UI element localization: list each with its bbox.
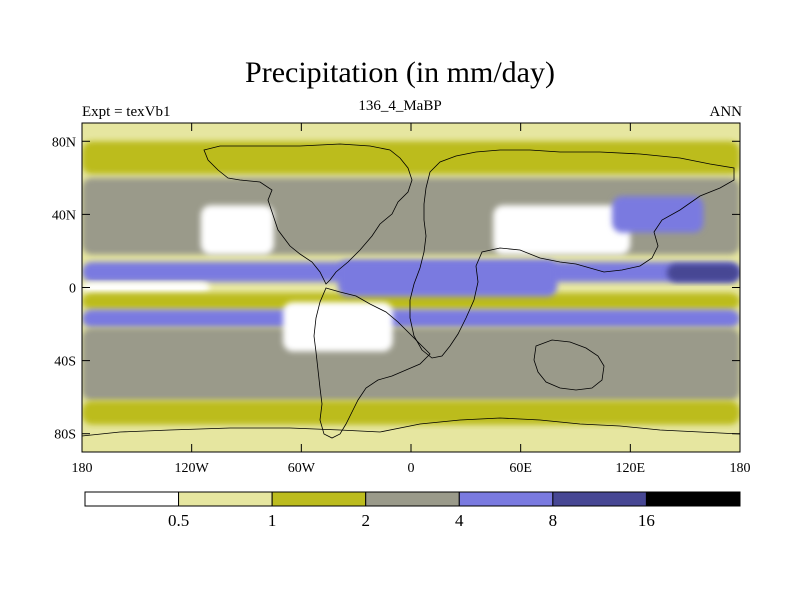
- period-label: 136_4_MaBP: [358, 98, 442, 114]
- precip-region-10: [200, 205, 274, 255]
- precip-region-5: [82, 282, 210, 293]
- colorbar-swatch-2: [271, 491, 367, 507]
- season-label: ANN: [709, 104, 743, 120]
- experiment-label: Expt = texVb1: [82, 104, 171, 120]
- south-america-outline: [313, 287, 431, 439]
- precip-region-13: [337, 260, 558, 297]
- colorbar-label-6: 16: [638, 511, 655, 530]
- colorbar-label-4: 4: [455, 511, 464, 530]
- colorbar-swatch-4: [458, 491, 554, 507]
- y-tick-label-3: 40S: [54, 355, 76, 370]
- x-tick-label-3: 0: [408, 461, 415, 476]
- colorbar: 0.5 1 2 4 8 16: [84, 491, 741, 530]
- colorbar-swatch-0: [84, 491, 180, 507]
- precip-region-7: [82, 309, 740, 328]
- australia-outline: [533, 339, 605, 391]
- x-tick-label-1: 120W: [175, 461, 210, 476]
- precip-region-14: [612, 196, 704, 233]
- precip-region-8: [82, 327, 740, 401]
- y-tick-label-2: 0: [69, 282, 76, 297]
- precip-region-11: [493, 205, 631, 255]
- antarctica-outline: [81, 417, 741, 437]
- precip-region-9: [82, 400, 740, 425]
- precipitation-field: [82, 123, 740, 452]
- chart-title: Precipitation (in mm/day): [245, 56, 555, 89]
- coastline-outline: [81, 143, 741, 439]
- x-tick-label-6: 180: [730, 461, 751, 476]
- precip-region-1: [82, 141, 740, 175]
- eurasia-africa-outline: [409, 149, 735, 359]
- colorbar-swatch-5: [552, 491, 647, 507]
- precip-region-4: [666, 263, 740, 283]
- x-tick-label-4: 60E: [509, 461, 532, 476]
- colorbar-swatch-1: [178, 491, 273, 507]
- precip-region-12: [283, 302, 393, 352]
- y-tick-label-1: 40N: [52, 208, 76, 223]
- colorbar-swatch-6: [645, 491, 741, 507]
- colorbar-swatch-3: [365, 491, 460, 507]
- north-america-outline: [203, 143, 413, 285]
- y-tick-label-4: 80S: [54, 428, 76, 443]
- y-tick-label-0: 80N: [52, 135, 76, 150]
- x-tick-label-5: 120E: [616, 461, 646, 476]
- colorbar-label-1: 0.5: [168, 511, 189, 530]
- colorbar-label-3: 2: [361, 511, 370, 530]
- colorbar-label-2: 1: [268, 511, 277, 530]
- x-tick-label-2: 60W: [288, 461, 316, 476]
- axes: 180 120W 60W 0 60E 120E 180 80N 40N 0 40S 80S: [52, 123, 751, 476]
- precip-region-6: [82, 292, 740, 310]
- x-tick-label-0: 180: [72, 461, 93, 476]
- colorbar-label-5: 8: [549, 511, 558, 530]
